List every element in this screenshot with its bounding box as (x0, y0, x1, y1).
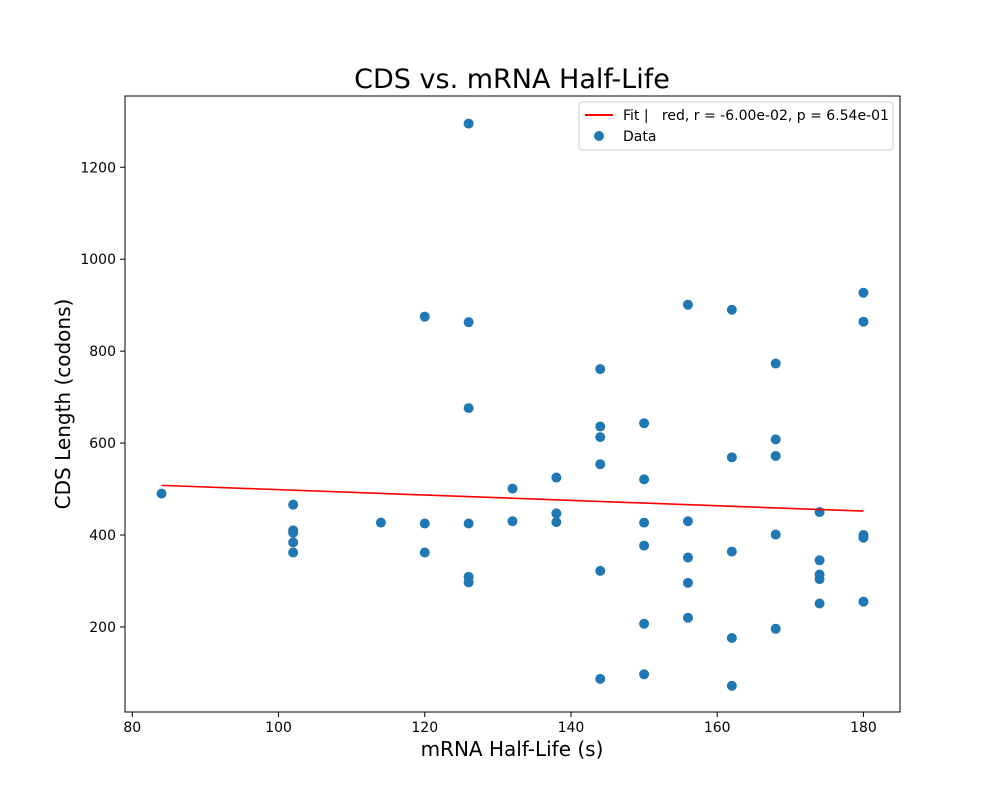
data-point (858, 316, 869, 327)
legend-fit-label: Fit | red, r = -6.00e-02, p = 6.54e-01 (623, 108, 889, 124)
data-point (463, 317, 474, 328)
data-point (507, 516, 518, 527)
data-point (814, 555, 825, 566)
data-point (814, 574, 825, 585)
data-point (288, 499, 299, 510)
data-point (507, 483, 518, 494)
data-point (639, 517, 650, 528)
data-point (595, 673, 606, 684)
x-axis: 80 100 120 140 160 180 (123, 712, 877, 736)
y-tick-label: 1000 (80, 252, 116, 268)
data-point (639, 540, 650, 551)
data-point (770, 358, 781, 369)
data-point (463, 518, 474, 529)
x-tick-label: 180 (850, 720, 877, 736)
data-point (463, 577, 474, 588)
data-point (814, 507, 825, 518)
data-point (770, 529, 781, 540)
y-tick-label: 200 (89, 620, 116, 636)
data-point (726, 680, 737, 691)
y-axis: 200 400 600 800 1000 1200 (80, 160, 125, 636)
y-tick-label: 1200 (80, 160, 116, 176)
data-point (639, 618, 650, 629)
legend: Fit | red, r = -6.00e-02, p = 6.54e-01 D… (578, 101, 894, 151)
data-point (595, 432, 606, 443)
x-tick-label: 80 (123, 720, 141, 736)
chart-title: CDS vs. mRNA Half-Life (354, 64, 670, 95)
data-point (682, 552, 693, 563)
x-tick-label: 120 (411, 720, 438, 736)
data-point (463, 403, 474, 414)
data-point (770, 434, 781, 445)
data-point (770, 623, 781, 634)
data-point (639, 474, 650, 485)
data-point (551, 517, 562, 528)
x-axis-label: mRNA Half-Life (s) (421, 737, 604, 761)
data-point (726, 632, 737, 643)
plot-area (124, 95, 901, 713)
plot-frame (124, 95, 901, 713)
x-tick-label: 100 (265, 720, 292, 736)
data-point (419, 547, 430, 558)
x-tick-label: 140 (558, 720, 585, 736)
data-point (682, 612, 693, 623)
data-point (682, 516, 693, 527)
y-axis-label: CDS Length (codons) (51, 299, 75, 510)
data-point (419, 518, 430, 529)
legend-data-swatch (594, 131, 604, 141)
legend-data-label: Data (623, 129, 656, 145)
data-point (858, 596, 869, 607)
data-point (551, 472, 562, 483)
y-tick-label: 800 (89, 344, 116, 360)
data-point (595, 364, 606, 375)
y-tick-label: 400 (89, 528, 116, 544)
data-point (682, 299, 693, 310)
y-tick-label: 600 (89, 436, 116, 452)
data-point (595, 421, 606, 432)
data-point (726, 304, 737, 315)
data-point (726, 546, 737, 557)
data-point (288, 547, 299, 558)
data-point (682, 577, 693, 588)
data-point (858, 287, 869, 298)
data-point (814, 598, 825, 609)
data-point (375, 517, 386, 528)
data-point (288, 527, 299, 538)
legend-box (578, 101, 894, 151)
data-points (156, 118, 869, 691)
data-point (595, 565, 606, 576)
fit-line-layer (161, 484, 864, 512)
data-point (551, 508, 562, 519)
data-point (463, 118, 474, 129)
fit-line (161, 484, 864, 512)
data-point (156, 488, 167, 499)
data-point (726, 452, 737, 463)
x-tick-label: 160 (704, 720, 731, 736)
data-point (288, 537, 299, 548)
data-point (595, 459, 606, 470)
data-point (639, 418, 650, 429)
data-point (858, 532, 869, 543)
data-point (419, 311, 430, 322)
data-point (639, 669, 650, 680)
data-point (770, 450, 781, 461)
